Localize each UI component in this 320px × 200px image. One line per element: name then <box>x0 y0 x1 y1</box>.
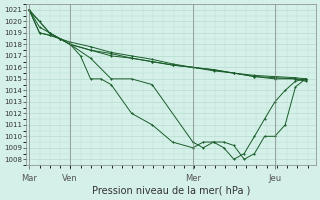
X-axis label: Pression niveau de la mer( hPa ): Pression niveau de la mer( hPa ) <box>92 186 250 196</box>
